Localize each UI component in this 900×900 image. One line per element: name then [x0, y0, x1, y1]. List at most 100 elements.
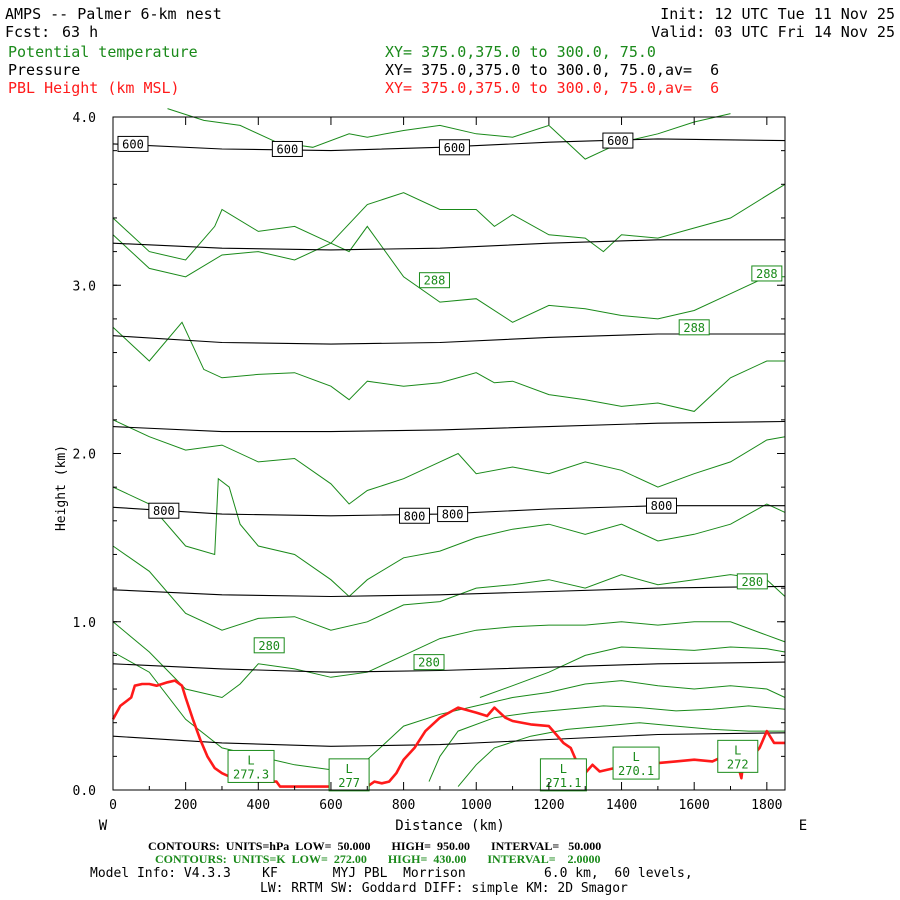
low-marker-box	[539, 758, 587, 792]
pressure-label-3-box	[602, 132, 634, 149]
pressure-contour-900	[112, 661, 786, 673]
pressure-contour-850	[112, 585, 786, 598]
pressure-label-4-text: 800	[153, 504, 175, 518]
pressure-label-4: 800	[148, 502, 180, 519]
pressure-label-3: 600	[602, 132, 634, 149]
footer-model-info: Model Info: V4.3.3 KF MYJ PBL Morrison 6…	[90, 866, 693, 881]
theta-label-4-text: 280	[418, 656, 440, 670]
theta-contour-5	[112, 477, 786, 598]
theta-contour-7	[112, 621, 786, 699]
field-xy-theta: XY= 375.0,375.0 to 300.0, 75.0	[385, 43, 656, 61]
pressure-contour-750	[112, 420, 786, 433]
x-axis-label: Distance (km)	[395, 818, 505, 834]
theta-label-0-box	[418, 272, 450, 289]
theta-label-1-box	[678, 319, 710, 336]
theta-contour-8	[479, 646, 786, 698]
x-tick-label: 1800	[751, 798, 782, 813]
y-tick-label: 0.0	[73, 784, 96, 799]
theta-label-3-box	[253, 637, 285, 654]
theta-contour-6	[112, 545, 786, 631]
low-marker-letter: L	[560, 762, 567, 776]
y-tick-label: 1.0	[73, 616, 96, 631]
footer-pressure-contours: CONTOURS: UNITS=hPa LOW= 50.000 HIGH= 95…	[148, 839, 602, 853]
pressure-contour-950	[112, 732, 786, 747]
pressure-label-2-box	[438, 139, 470, 156]
y-tick-label: 4.0	[73, 111, 96, 126]
y-tick-label: 3.0	[73, 279, 96, 294]
low-marker-box	[328, 758, 370, 792]
low-marker-value: 271.1	[545, 776, 581, 790]
pressure-label-6-text: 800	[442, 508, 464, 522]
theta-contour-1	[112, 183, 786, 261]
pressure-label-3-text: 600	[607, 134, 629, 148]
chart-title: AMPS -- Palmer 6-km nest	[5, 5, 222, 23]
pressure-label-7-box	[645, 497, 677, 514]
pressure-label-5-box	[398, 507, 430, 524]
low-marker-letter: L	[345, 762, 352, 776]
theta-label-4: 280	[413, 654, 445, 671]
low-marker-value: 270.1	[618, 764, 654, 778]
init-time: Init: 12 UTC Tue 11 Nov 25	[660, 5, 895, 23]
theta-contour-2	[112, 225, 785, 323]
theta-label-2: 288	[751, 265, 783, 282]
low-marker-box	[717, 739, 759, 773]
theta-label-3-text: 280	[258, 639, 280, 653]
pbl-height-line	[111, 679, 785, 788]
east-label: E	[799, 818, 807, 834]
pressure-contours	[112, 138, 786, 747]
theta-label-2-box	[751, 265, 783, 282]
x-tick-label: 400	[247, 798, 270, 813]
field-xy-pressure: XY= 375.0,375.0 to 300.0, 75.0,av= 6	[385, 61, 720, 79]
y-axis-label: Height (km)	[54, 445, 69, 531]
pressure-label-2-text: 600	[444, 141, 466, 155]
footer-physics-info: LW: RRTM SW: Goddard DIFF: simple KM: 2D…	[260, 881, 628, 896]
pressure-label-5-text: 800	[404, 509, 426, 523]
theta-contour-10	[428, 705, 786, 782]
low-marker-value: 272	[727, 757, 749, 771]
pressure-label-0-text: 600	[122, 137, 144, 151]
pressure-label-7-text: 800	[651, 499, 673, 513]
theta-label-5: 280	[736, 573, 768, 590]
pressure-label-1: 600	[271, 140, 303, 157]
x-tick-label: 1000	[461, 798, 492, 813]
field-name-pressure: Pressure	[8, 61, 81, 79]
theta-label-0: 288	[418, 272, 450, 289]
low-marker-letter: L	[247, 753, 254, 767]
valid-time: Valid: 03 UTC Fri 14 Nov 25	[651, 23, 895, 41]
low-marker-value: 277.3	[233, 767, 269, 781]
forecast-label: Fcst:	[5, 23, 51, 41]
theta-contours	[112, 108, 786, 787]
pressure-label-1-text: 600	[277, 142, 299, 156]
theta-contour-4	[112, 419, 786, 505]
theta-contour-9	[112, 651, 786, 771]
low-marker-letter: L	[734, 743, 741, 757]
plot-frame	[112, 116, 786, 791]
pressure-label-0-box	[117, 135, 149, 152]
x-tick-label: 1600	[679, 798, 710, 813]
contour-labels: 600 600 600 600 800 800 800 800 288 288 288 280 280 2…	[117, 132, 783, 792]
theta-label-0-text: 288	[424, 274, 446, 288]
west-label: W	[99, 818, 108, 834]
x-tick-label: 0	[109, 798, 117, 813]
theta-label-3: 280	[253, 637, 285, 654]
theta-label-1: 288	[678, 319, 710, 336]
axes: 0 200 400 600 800 1000 1200 1400 1600 1800 0.0 1.0 2…	[73, 111, 785, 813]
low-marker-value: 277	[338, 776, 360, 790]
pressure-label-2: 600	[438, 139, 470, 156]
pressure-label-4-box	[148, 502, 180, 519]
x-tick-label: 200	[174, 798, 197, 813]
theta-label-5-box	[736, 573, 768, 590]
x-tick-label: 1400	[606, 798, 637, 813]
footer-theta-contours: CONTOURS: UNITS=K LOW= 272.00 HIGH= 430.…	[155, 852, 601, 866]
pressure-label-5: 800	[398, 507, 430, 524]
field-name-pbl: PBL Height (km MSL)	[8, 79, 180, 97]
theta-label-1-text: 288	[683, 321, 705, 335]
theta-label-2-text: 288	[756, 267, 778, 281]
pressure-label-1-box	[271, 140, 303, 157]
theta-label-4-box	[413, 654, 445, 671]
x-tick-label: 1200	[533, 798, 564, 813]
